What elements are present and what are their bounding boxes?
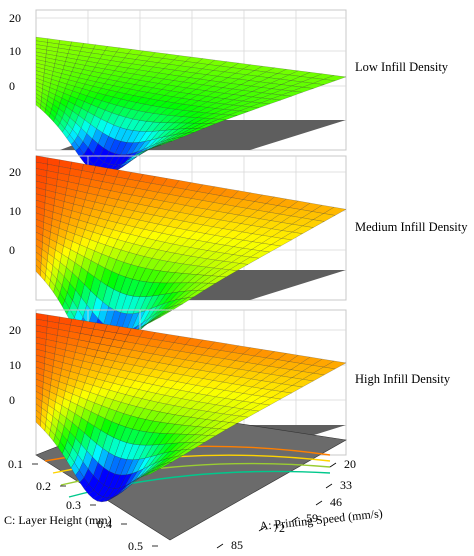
panel-label: Medium Infill Density: [355, 220, 468, 234]
x-tick-mark: [216, 543, 224, 549]
x-tick-mark: [329, 462, 337, 468]
z-tick-label: 0: [9, 393, 15, 407]
panel-low-infill: 20 10 0 Low Infill Density: [9, 9, 449, 175]
y-axis-ticks: 0.1 0.2 0.3 0.4 0.5: [8, 457, 158, 553]
y-tick-label: 0.1: [8, 457, 23, 471]
z-axis-ticks: 20 10 0: [9, 11, 21, 93]
x-tick-mark: [291, 516, 299, 522]
z-tick-label: 10: [9, 358, 21, 372]
surface-cell: [145, 316, 161, 325]
y-tick-label: 0.3: [66, 498, 81, 512]
y-tick-label: 0.2: [36, 479, 51, 493]
response-surface: [35, 36, 347, 175]
x-axis-label: A: Printing Speed (mm/s): [259, 506, 383, 533]
y-axis-label: C: Layer Height (mm): [4, 513, 112, 527]
x-tick-label: 20: [344, 457, 356, 471]
response-surface: [35, 312, 347, 503]
surface-cell: [145, 468, 161, 476]
z-tick-label: 10: [9, 44, 21, 58]
z-axis-ticks: 20 10 0: [9, 165, 21, 257]
z-tick-label: 20: [9, 323, 21, 337]
panel-high-infill: 20 10 0 High Infill Density 20 33 46 59 …: [4, 309, 451, 553]
z-tick-label: 0: [9, 243, 15, 257]
z-axis-ticks: 20 10 0: [9, 323, 21, 407]
z-tick-label: 10: [9, 204, 21, 218]
z-tick-label: 20: [9, 11, 21, 25]
y-tick-label: 0.4: [97, 517, 112, 531]
x-tick-mark: [325, 483, 333, 489]
x-tick-mark: [258, 526, 266, 532]
z-tick-label: 0: [9, 79, 15, 93]
panel-label: Low Infill Density: [355, 60, 449, 74]
surface-cell: [145, 145, 161, 151]
x-tick-mark: [315, 500, 323, 506]
x-tick-label: 46: [330, 495, 342, 509]
z-tick-label: 20: [9, 165, 21, 179]
x-tick-label: 85: [231, 538, 243, 552]
x-axis-ticks: 20 33 46 59 72 85: [216, 457, 356, 552]
x-tick-label: 33: [340, 478, 352, 492]
x-tick-label: 72: [273, 521, 285, 535]
y-tick-label: 0.5: [128, 539, 143, 553]
x-tick-label: 59: [306, 511, 318, 525]
panel-label: High Infill Density: [355, 372, 451, 386]
